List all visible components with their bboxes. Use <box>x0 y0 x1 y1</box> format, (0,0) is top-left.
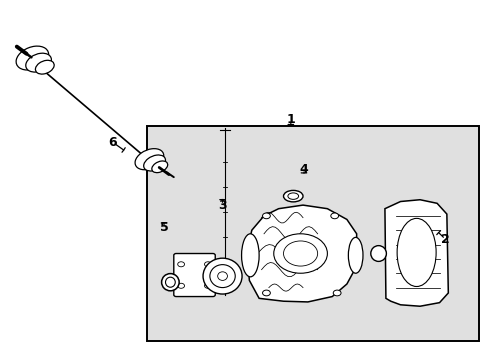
Ellipse shape <box>161 274 179 291</box>
Ellipse shape <box>35 60 54 74</box>
Ellipse shape <box>283 241 317 266</box>
Ellipse shape <box>177 262 184 267</box>
Ellipse shape <box>151 161 167 173</box>
Polygon shape <box>246 205 356 302</box>
Ellipse shape <box>330 213 338 219</box>
Ellipse shape <box>273 234 327 273</box>
Ellipse shape <box>283 190 303 202</box>
Text: 3: 3 <box>218 199 226 212</box>
Ellipse shape <box>370 246 386 261</box>
Ellipse shape <box>241 234 259 277</box>
Ellipse shape <box>262 290 270 296</box>
Ellipse shape <box>204 283 211 288</box>
Text: 2: 2 <box>440 233 449 246</box>
Ellipse shape <box>347 237 362 273</box>
Ellipse shape <box>135 149 163 170</box>
Ellipse shape <box>287 193 298 199</box>
Ellipse shape <box>396 219 435 287</box>
Ellipse shape <box>203 258 242 294</box>
Ellipse shape <box>209 265 235 288</box>
Ellipse shape <box>16 46 49 70</box>
Text: 4: 4 <box>299 163 308 176</box>
Text: 6: 6 <box>108 136 117 149</box>
Ellipse shape <box>165 277 175 287</box>
Ellipse shape <box>204 262 211 267</box>
Polygon shape <box>384 200 447 306</box>
Text: 5: 5 <box>160 221 168 234</box>
Ellipse shape <box>26 53 51 72</box>
Ellipse shape <box>217 272 227 280</box>
Ellipse shape <box>262 213 270 219</box>
Ellipse shape <box>143 155 165 171</box>
FancyBboxPatch shape <box>147 126 478 341</box>
FancyBboxPatch shape <box>173 253 215 297</box>
Text: 1: 1 <box>286 113 295 126</box>
Ellipse shape <box>177 283 184 288</box>
Ellipse shape <box>332 290 340 296</box>
